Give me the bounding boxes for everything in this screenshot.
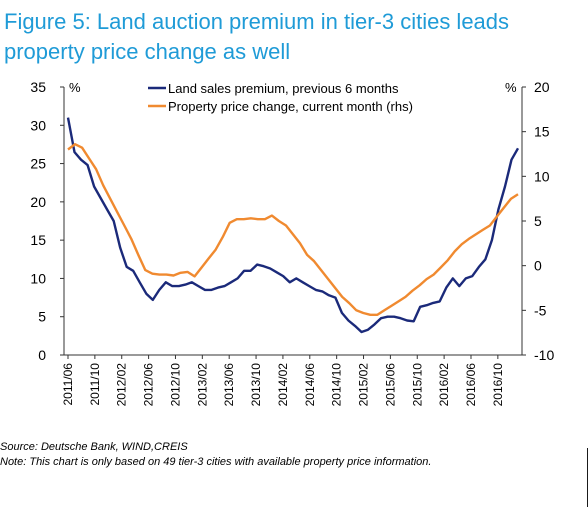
x-tick-label: 2015/02 [357, 363, 371, 407]
x-tick-label: 2011/10 [88, 363, 102, 406]
source-note: Source: Deutsche Bank, WIND,CREIS [0, 441, 188, 453]
right-tick-label: 0 [534, 258, 542, 274]
right-tick-label: 15 [534, 124, 550, 140]
left-tick-label: 10 [30, 270, 46, 286]
right-tick-label: 10 [534, 168, 550, 184]
property-price-line [67, 142, 519, 317]
legend: Land sales premium, previous 6 months Pro… [148, 81, 413, 114]
right-tick-label: 5 [534, 213, 542, 229]
right-tick-label: 20 [534, 79, 550, 95]
x-tick-label: 2015/06 [383, 363, 397, 407]
left-unit-label: % [69, 80, 81, 95]
x-tick-label: 2013/06 [222, 363, 236, 407]
x-tick-label: 2012/06 [142, 363, 156, 407]
x-tick-label: 2012/02 [115, 363, 129, 407]
x-tick-label: 2016/02 [437, 363, 451, 407]
x-tick-label: 2016/06 [464, 363, 478, 407]
x-tick-label: 2014/10 [330, 363, 344, 407]
left-tick-label: 30 [30, 117, 46, 133]
left-tick-label: 0 [38, 347, 46, 363]
right-unit-label: % [505, 80, 517, 95]
land-premium-line [66, 117, 520, 334]
line-chart: 0 5 10 15 20 25 30 35 -10 -5 0 5 10 15 20% % 2011/06 2011… [30, 79, 554, 406]
x-tick-label: 2014/02 [276, 363, 290, 407]
x-tick-label: 2016/10 [491, 363, 505, 407]
left-tick-label: 20 [30, 194, 46, 210]
legend-label: Land sales premium, previous 6 months [168, 81, 399, 96]
right-tick-label: -10 [534, 347, 554, 363]
left-tick-label: 15 [30, 232, 46, 248]
x-tick-label: 2011/06 [61, 363, 75, 406]
chart-note: Note: This chart is only based on 49 tie… [0, 456, 432, 468]
x-tick-label: 2012/10 [168, 363, 182, 407]
x-tick-label: 2013/10 [249, 363, 263, 407]
series-lines [66, 117, 520, 334]
x-tick-label: 2015/10 [410, 363, 424, 407]
legend-label: Property price change, current month (rh… [168, 99, 413, 114]
right-tick-label: -5 [534, 302, 547, 318]
left-tick-label: 25 [30, 156, 46, 172]
left-tick-label: 35 [30, 79, 46, 95]
x-tick-label: 2013/02 [195, 363, 209, 407]
axes: 0 5 10 15 20 25 30 35 -10 -5 0 5 10 15 20% % 2011/06 2011… [30, 79, 554, 406]
chart-title: Figure 5: Land auction premium in tier-3… [4, 9, 510, 64]
left-tick-label: 5 [38, 309, 46, 325]
x-tick-label: 2014/06 [303, 363, 317, 407]
